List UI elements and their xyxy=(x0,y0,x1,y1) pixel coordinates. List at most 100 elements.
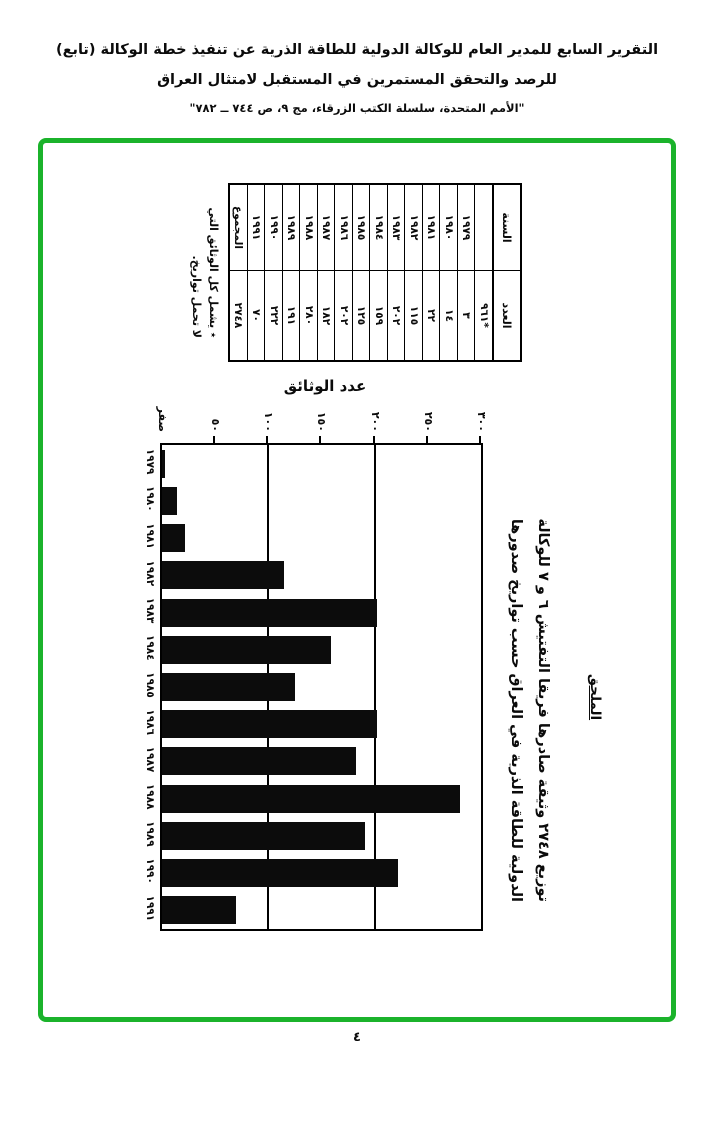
table-header-row: السنة العدد xyxy=(493,184,521,361)
bar-١٩٨٩ xyxy=(162,821,366,850)
table-row: ١٩٨٨ ٢٨٠ xyxy=(299,184,318,361)
count-cell: ٢٠٢ xyxy=(334,270,353,361)
chart-year-axis: ١٩٧٩ ١٩٨٠ ١٩٨١ ١٩٨٢ ١٩٨٣ ١٩٨٤ ١٩٨٥ ١٩٨٦ ١٩٨٧ ١٩٨٨… xyxy=(133,443,159,931)
green-border-box xyxy=(38,138,676,1022)
value-tick-mark xyxy=(372,436,375,443)
chart-value-axis: صفر ٥٠ ١٠٠ ١٥٠ ٢٠٠ ٢٥٠ ٣٠٠ xyxy=(156,405,488,443)
value-tick-mark xyxy=(425,436,428,443)
figure-caption: توزيع ٢٧٤٨ وثيقة صادرها فريقا التفتيش ٦ … xyxy=(500,478,556,902)
year-label: ١٩٨٨ xyxy=(144,783,156,810)
count-cell: ١٢٥ xyxy=(352,270,370,361)
value-tick-label: ٢٥٠ xyxy=(421,411,435,432)
count-cell: ٣ xyxy=(457,270,475,361)
year-cell: ١٩٨٤ xyxy=(369,184,388,271)
documents-table-body: ٩٦١* ١٩٧٩ ٣ ١٩٨٠ ١٤ ١٩٨١ ٢٢ ١٩٨٢ ١١٥ ١٩٨٣ ٢٠٢ ١٩٨٤ ١… xyxy=(229,184,493,361)
count-cell: ٧٠ xyxy=(247,270,265,361)
value-tick-mark xyxy=(319,436,322,443)
year-label: ١٩٨٥ xyxy=(144,672,156,698)
year-label: ١٩٨٠ xyxy=(144,486,156,512)
count-cell: ٩٦١* xyxy=(474,270,493,361)
bar-١٩٨٢ xyxy=(162,561,285,590)
year-cell: ١٩٨٥ xyxy=(352,184,370,271)
count-cell: ١٨٢ xyxy=(317,270,335,361)
count-cell: ٢٧٤٨ xyxy=(229,270,248,361)
value-tick-mark xyxy=(479,436,481,443)
bar-١٩٨٦ xyxy=(162,710,377,739)
year-label: ١٩٨٢ xyxy=(144,560,156,587)
header-line-2: للرصد والتحقق المستمرين في المستقبل لامت… xyxy=(157,72,557,88)
count-cell: ١٥٩ xyxy=(369,270,388,361)
table-row: ١٩٨٠ ١٤ xyxy=(439,184,458,361)
bar-١٩٩١ xyxy=(162,896,237,925)
header-line-1: (تابع) التقرير السابع للمدير العام للوكا… xyxy=(55,42,659,58)
year-label: ١٩٨١ xyxy=(144,523,156,549)
year-label: ١٩٨٩ xyxy=(144,821,156,847)
year-label: ١٩٧٩ xyxy=(144,448,156,475)
table-row: ١٩٨٧ ١٨٢ xyxy=(317,184,335,361)
value-tick-label: ٥٠ xyxy=(209,418,223,432)
value-tick-mark xyxy=(266,436,269,443)
table-row: ٩٦١* xyxy=(474,184,493,361)
bar-١٩٨٠ xyxy=(162,486,177,515)
value-tick-label: ١٥٠ xyxy=(315,411,329,432)
bar-١٩٩٠ xyxy=(162,859,399,888)
year-cell: ١٩٩٠ xyxy=(264,184,283,271)
footnote-line-1: ٭ يشمل كل الوثائق التي xyxy=(207,207,220,338)
year-label: ١٩٩١ xyxy=(144,895,156,922)
chart-title: عدد الوثائق xyxy=(283,377,367,395)
table-footnote: ٭ يشمل كل الوثائق التي لا تحمل تواريخ. xyxy=(184,186,222,338)
year-cell: ١٩٧٩ xyxy=(457,184,475,271)
count-cell: ١١٥ xyxy=(404,270,423,361)
bar-١٩٨٨ xyxy=(162,784,460,813)
year-cell: ١٩٨٨ xyxy=(299,184,318,271)
table-row: ١٩٨١ ٢٢ xyxy=(422,184,440,361)
year-cell: ١٩٨٠ xyxy=(439,184,458,271)
table-row: ١٩٩٠ ٢٢٢ xyxy=(264,184,283,361)
bar-١٩٨٧ xyxy=(162,747,356,776)
count-cell: ٢٢ xyxy=(422,270,440,361)
year-label: ١٩٨٣ xyxy=(144,597,156,624)
caption-line-2: الدولية للطاقة الذرية في العراق حسب توار… xyxy=(508,518,524,902)
header-line-3: "الأمم المتحدة، سلسلة الكتب الزرقاء، مج … xyxy=(189,101,525,115)
table-row: ١٩٨٢ ١١٥ xyxy=(404,184,423,361)
footnote-line-2: لا تحمل تواريخ. xyxy=(190,255,203,338)
year-cell: ١٩٨٩ xyxy=(282,184,300,271)
table-row: ١٩٨٩ ١٩١ xyxy=(282,184,300,361)
value-tick-label: صفر xyxy=(156,406,169,432)
count-cell: ٢٨٠ xyxy=(299,270,318,361)
documents-table: السنة العدد ٩٦١* ١٩٧٩ ٣ ١٩٨٠ ١٤ ١٩٨١ ٢٢ ١٩٨٢ ١١٥… xyxy=(228,183,522,362)
page-number: ٤ xyxy=(353,1030,361,1045)
year-cell xyxy=(474,184,493,271)
documents-table-container: السنة العدد ٩٦١* ١٩٧٩ ٣ ١٩٨٠ ١٤ ١٩٨١ ٢٢ ١٩٨٢ ١١٥… xyxy=(228,183,522,362)
table-header-count: العدد xyxy=(493,270,521,361)
table-row: ١٩٨٤ ١٥٩ xyxy=(369,184,388,361)
table-row: ١٩٨٥ ١٢٥ xyxy=(352,184,370,361)
bar-١٩٨٣ xyxy=(162,598,377,627)
count-cell: ١٩١ xyxy=(282,270,300,361)
table-row: ١٩٧٩ ٣ xyxy=(457,184,475,361)
year-cell: ١٩٨٦ xyxy=(334,184,353,271)
bar-١٩٨٤ xyxy=(162,635,332,664)
bar-chart: صفر ٥٠ ١٠٠ ١٥٠ ٢٠٠ ٢٥٠ ٣٠٠ ١٩٧٩ ١٩٨٠ ١٩٨١ ١٩٨٢ ١٩٨… xyxy=(132,405,488,933)
value-tick-label: ٢٠٠ xyxy=(368,411,382,432)
year-label: ١٩٨٦ xyxy=(144,709,156,736)
value-tick-label: ٣٠٠ xyxy=(475,411,488,432)
year-cell: ١٩٨٣ xyxy=(387,184,405,271)
gridline-200 xyxy=(373,445,376,929)
year-cell: ١٩٨٧ xyxy=(317,184,335,271)
year-cell: المجموع xyxy=(229,184,248,271)
table-row: ١٩٨٦ ٢٠٢ xyxy=(334,184,353,361)
chart-plot-area xyxy=(160,443,483,931)
bar-١٩٨١ xyxy=(162,524,186,553)
bar-١٩٨٥ xyxy=(162,673,295,701)
count-cell: ٢٠٢ xyxy=(387,270,405,361)
table-row: ١٩٨٣ ٢٠٢ xyxy=(387,184,405,361)
value-tick-label: ١٠٠ xyxy=(262,411,276,432)
bar-١٩٧٩ xyxy=(162,449,166,478)
year-cell: ١٩٨٢ xyxy=(404,184,423,271)
annex-label: الملحق xyxy=(587,673,603,721)
count-cell: ٢٢٢ xyxy=(264,270,283,361)
count-cell: ١٤ xyxy=(439,270,458,361)
year-label: ١٩٨٤ xyxy=(144,634,156,661)
caption-line-1: توزيع ٢٧٤٨ وثيقة صادرها فريقا التفتيش ٦ … xyxy=(535,518,551,902)
